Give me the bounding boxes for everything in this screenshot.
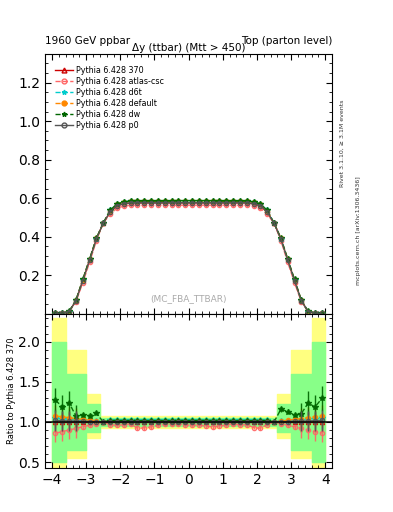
Text: (MC_FBA_TTBAR): (MC_FBA_TTBAR) bbox=[151, 294, 227, 303]
Text: mcplots.cern.ch [arXiv:1306.3436]: mcplots.cern.ch [arXiv:1306.3436] bbox=[356, 176, 361, 285]
Title: Δy (ttbar) (Mtt > 450): Δy (ttbar) (Mtt > 450) bbox=[132, 43, 245, 53]
Y-axis label: Ratio to Pythia 6.428 370: Ratio to Pythia 6.428 370 bbox=[7, 338, 16, 444]
Legend: Pythia 6.428 370, Pythia 6.428 atlas-csc, Pythia 6.428 d6t, Pythia 6.428 default: Pythia 6.428 370, Pythia 6.428 atlas-csc… bbox=[55, 66, 164, 130]
Text: Rivet 3.1.10, ≥ 3.1M events: Rivet 3.1.10, ≥ 3.1M events bbox=[340, 100, 345, 187]
Text: Top (parton level): Top (parton level) bbox=[241, 36, 332, 46]
Text: 1960 GeV ppbar: 1960 GeV ppbar bbox=[45, 36, 130, 46]
